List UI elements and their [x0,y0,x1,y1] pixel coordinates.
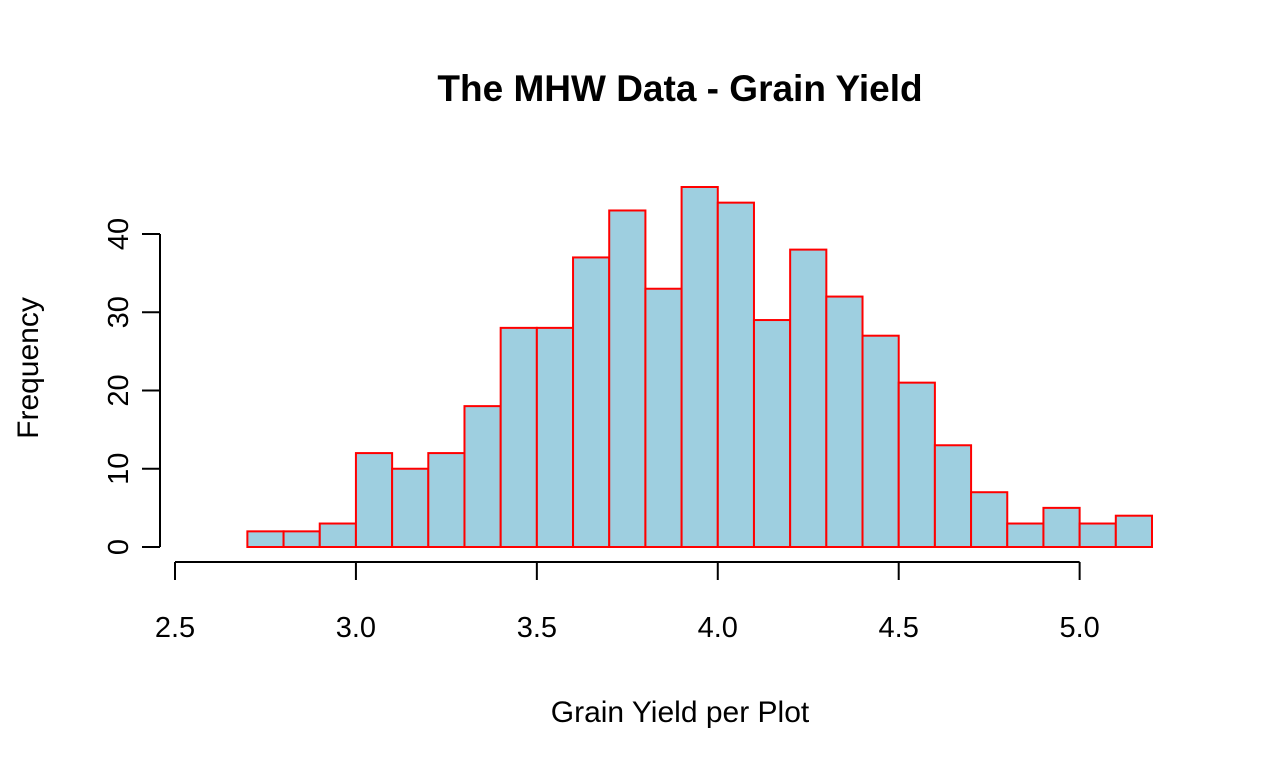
histogram-bar [897,381,936,548]
histogram-bar [535,326,575,548]
histogram-bar [789,248,828,549]
histogram-bar [608,209,647,548]
histogram-bar [861,334,900,549]
histogram-bar [825,295,864,548]
x-axis: 2.5 3.0 3.5 4.0 4.5 5.0 [155,561,1100,644]
histogram-bar [499,326,538,548]
bars-group [246,186,1154,549]
histogram-bar [1078,522,1117,549]
x-axis-label: Grain Yield per Plot [551,696,810,729]
histogram-bar [282,530,321,548]
histogram-bar [463,405,502,548]
histogram-bar [1006,522,1045,549]
chart-title: The MHW Data - Grain Yield [437,68,922,109]
histogram-bar [1114,514,1154,549]
x-tick-label: 4.0 [698,612,738,644]
histogram-bar [716,201,755,548]
y-axis: 0 10 20 30 40 [103,218,161,555]
y-tick-label: 30 [103,296,135,328]
histogram-bar [318,522,357,549]
y-tick-label: 20 [103,374,135,406]
histogram-bar [391,467,430,548]
histogram-bar [644,287,683,548]
histogram-bar [752,319,792,549]
y-tick-label: 0 [103,539,135,555]
y-tick-label: 10 [103,453,135,485]
x-tick-label: 4.5 [879,612,919,644]
x-tick-label: 3.0 [336,612,376,644]
histogram-bar [970,491,1009,548]
histogram-bar [572,256,611,548]
histogram-bar [427,452,466,548]
x-tick-label: 5.0 [1059,612,1099,644]
y-tick-label: 40 [103,218,135,250]
histogram-bar [680,186,719,548]
histogram-bar [1042,506,1081,548]
x-tick-label: 2.5 [155,612,195,644]
histogram-bar [354,452,394,548]
histogram-bar [933,444,973,549]
x-tick-label: 3.5 [517,612,557,644]
y-axis-label: Frequency [12,297,45,439]
histogram-bar [246,530,285,548]
